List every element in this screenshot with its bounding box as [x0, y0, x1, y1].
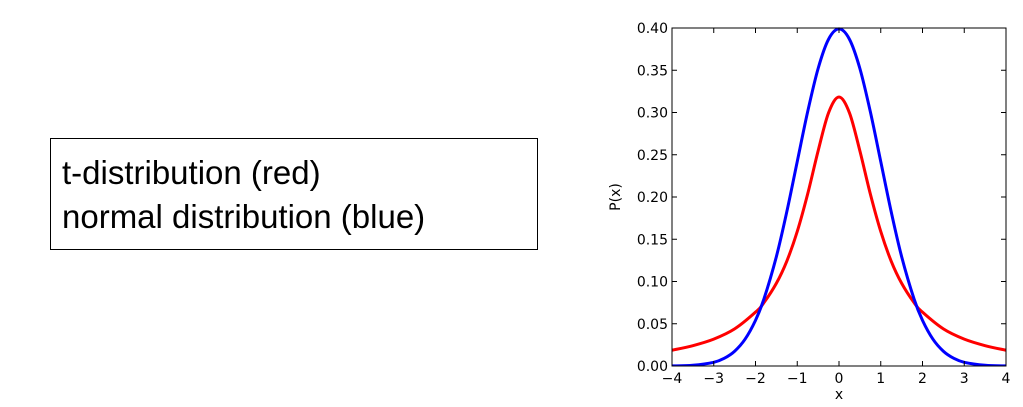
blue-series-curve	[672, 27, 1006, 366]
x-tick-label: −1	[787, 371, 808, 387]
y-tick-label: 0.15	[637, 232, 668, 248]
distribution-color-key: t-distribution (red) normal distribution…	[50, 138, 538, 250]
x-tick-label: 1	[876, 371, 885, 387]
x-axis-label: x	[835, 387, 843, 403]
y-tick-label: 0.05	[637, 317, 668, 333]
y-tick-label: 0.00	[637, 359, 668, 375]
y-tick-label: 0.35	[637, 63, 668, 79]
y-tick-label: 0.40	[637, 21, 668, 37]
y-tick-label: 0.10	[637, 275, 668, 291]
y-tick-label: 0.20	[637, 190, 668, 206]
x-tick-label: 2	[918, 371, 927, 387]
y-tick-label: 0.30	[637, 106, 668, 122]
y-axis-label: P(x)	[608, 183, 624, 211]
t-distribution-caption: t-distribution (red)	[62, 154, 321, 191]
red-series-curve	[672, 95, 1006, 352]
normal-distribution-caption: normal distribution (blue)	[62, 198, 426, 235]
x-tick-label: 4	[1002, 371, 1011, 387]
y-tick-label: 0.25	[637, 148, 668, 164]
x-tick-label: −4	[662, 371, 683, 387]
x-tick-label: −3	[703, 371, 724, 387]
x-tick-label: −2	[745, 371, 766, 387]
x-tick-label: 0	[835, 371, 844, 387]
x-tick-label: 3	[960, 371, 969, 387]
plot-frame	[671, 27, 1007, 367]
